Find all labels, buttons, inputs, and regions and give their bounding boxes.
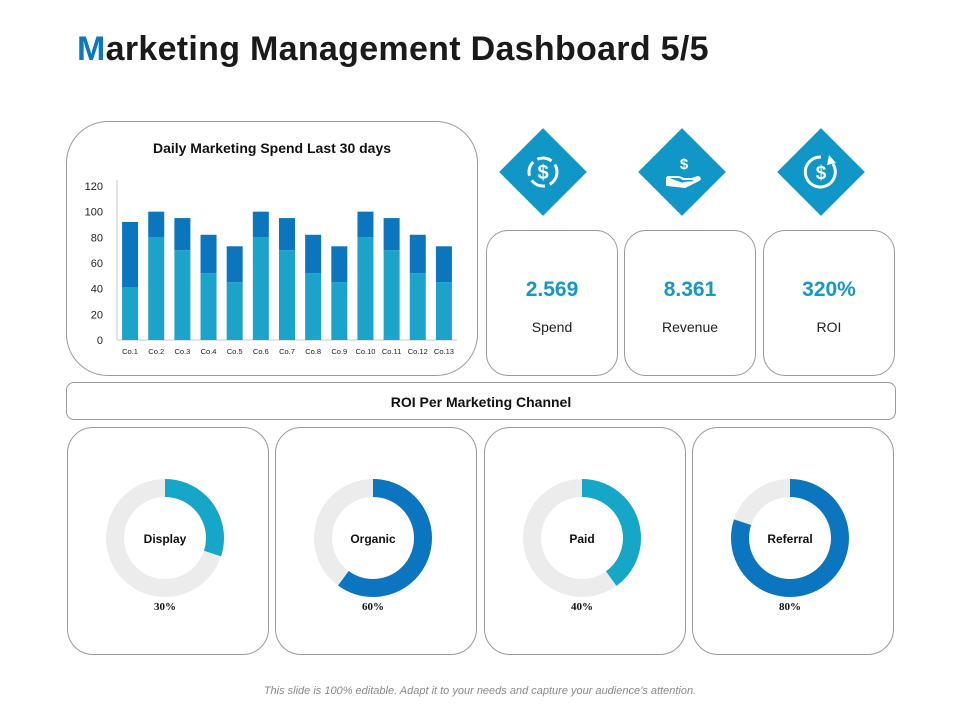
daily-spend-chart-card: Daily Marketing Spend Last 30 days 0 20 40… — [66, 121, 478, 376]
roi-channel-banner: ROI Per Marketing Channel — [66, 382, 896, 420]
y-tick-label: 40 — [91, 284, 103, 296]
kpi-card-revenue: 8.361 Revenue — [624, 230, 756, 376]
bar-segment — [148, 237, 165, 340]
bar-segment — [357, 211, 374, 238]
y-tick-label: 100 — [85, 207, 103, 219]
svg-text:$: $ — [816, 163, 827, 184]
x-tick-label: Co.13 — [434, 347, 454, 356]
bar-segment — [383, 250, 400, 340]
bar-segment — [383, 218, 400, 251]
donut-card-display: Display 30% — [67, 427, 269, 655]
kpi-card-roi: 320% ROI — [763, 230, 895, 376]
bar-segment — [122, 221, 139, 288]
bar-segment — [226, 246, 243, 283]
bar-segment — [200, 273, 217, 340]
y-tick-label: 120 — [85, 181, 103, 193]
donut-value-arc — [106, 479, 224, 597]
bar-segment — [331, 246, 348, 283]
x-tick-label: Co.6 — [253, 347, 269, 356]
x-tick-label: Co.2 — [148, 347, 164, 356]
kpi-value: 8.361 — [663, 278, 717, 301]
y-tick-label: 80 — [91, 232, 103, 244]
donut-value-arc — [731, 479, 849, 597]
donut-value-arc — [523, 479, 641, 597]
donut-chart-referral: Referral 80% — [731, 479, 849, 613]
title-rest: arketing Management Dashboard 5/5 — [105, 30, 709, 68]
donut-chart-display: Display 30% — [106, 479, 224, 613]
kpi-value: 2.569 — [525, 278, 579, 301]
bar-segment — [357, 237, 374, 340]
bar-segment — [252, 211, 269, 238]
chart-title: Daily Marketing Spend Last 30 days — [152, 140, 392, 156]
donut-card-organic: Organic 60% — [275, 427, 477, 655]
donut-name-label: Display — [144, 532, 187, 546]
donut-percent-label: 80% — [779, 601, 801, 613]
bar-segment — [331, 282, 348, 340]
donut-percent-label: 40% — [571, 601, 593, 613]
donut-chart-organic: Organic 60% — [314, 479, 432, 613]
bar-segment — [148, 211, 165, 238]
kpi-label: Revenue — [661, 319, 719, 335]
x-tick-label: Co.4 — [201, 347, 217, 356]
bar-segment — [305, 273, 322, 340]
page-title: Marketing Management Dashboard 5/5 — [77, 30, 709, 69]
x-tick-label: Co.8 — [305, 347, 321, 356]
x-tick-label: Co.11 — [382, 347, 401, 356]
x-tick-label: Co.12 — [408, 347, 428, 356]
bar-segment — [279, 218, 295, 251]
daily-spend-bar-chart: 0 20 40 60 80 100 120 Co.1 Co.2 Co.3 Co.4 Co.5 Co.6 C… — [85, 180, 457, 356]
x-tick-label: Co.7 — [279, 347, 295, 356]
x-tick-label: Co.10 — [355, 347, 375, 356]
kpi-label: Spend — [531, 319, 573, 335]
bar-segment — [200, 234, 217, 274]
bar-segment — [122, 287, 139, 340]
y-tick-label: 0 — [97, 335, 103, 347]
bar-segment — [409, 273, 426, 340]
hand-dollar-icon: $ — [666, 156, 701, 188]
bar-segment — [435, 282, 452, 340]
bar-segment — [279, 250, 295, 340]
donut-card-referral: Referral 80% — [692, 427, 894, 655]
x-tick-label: Co.3 — [174, 347, 190, 356]
bar-segment — [174, 250, 191, 340]
donut-percent-label: 30% — [154, 601, 176, 613]
svg-text:$: $ — [537, 162, 548, 184]
footer-note: This slide is 100% editable. Adapt it to… — [263, 685, 697, 697]
donut-card-paid: Paid 40% — [484, 427, 686, 655]
donut-name-label: Paid — [569, 532, 594, 546]
donut-chart-paid: Paid 40% — [523, 479, 641, 613]
donut-name-label: Organic — [350, 532, 396, 546]
donut-percent-label: 60% — [362, 601, 384, 613]
bar-segment — [174, 218, 191, 251]
bar-segment — [226, 282, 243, 340]
bar-segment — [435, 246, 452, 283]
x-tick-label: Co.5 — [227, 347, 243, 356]
dollar-cycle-icon: $ — [803, 155, 837, 189]
title-accent-letter: M — [77, 30, 106, 68]
donut-name-label: Referral — [767, 532, 812, 546]
svg-text:$: $ — [680, 156, 689, 173]
bar-segment — [305, 234, 322, 274]
x-tick-label: Co.1 — [122, 347, 138, 356]
bar-segment — [409, 234, 426, 274]
y-tick-label: 20 — [91, 309, 103, 321]
x-tick-label: Co.9 — [331, 347, 347, 356]
kpi-value: 320% — [802, 278, 856, 301]
dollar-circle-icon: $ — [527, 156, 559, 188]
y-tick-label: 60 — [91, 258, 103, 270]
kpi-label: ROI — [816, 319, 842, 335]
donut-value-arc — [314, 479, 432, 597]
bar-segment — [252, 237, 269, 340]
kpi-card-spend: 2.569 Spend — [486, 230, 618, 376]
